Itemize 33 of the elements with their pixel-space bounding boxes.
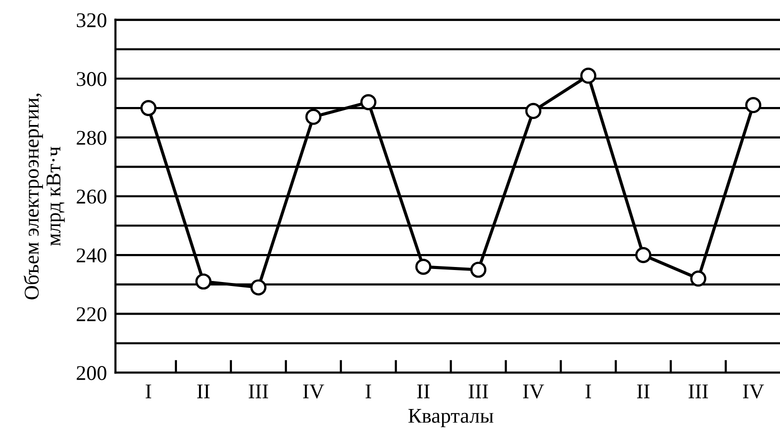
x-tick-label: I (586, 384, 592, 398)
x-tick-label: IV (523, 384, 544, 399)
y-tick-label: 280 (76, 130, 106, 145)
y-axis-title: Объем электроэнергии, млрд кВт·ч (24, 94, 65, 300)
x-tick-label: III (468, 384, 488, 398)
x-tick-label: II (417, 384, 430, 398)
x-axis-title: Кварталы (408, 409, 494, 428)
point (140, 100, 156, 116)
point (525, 102, 542, 120)
point (690, 270, 706, 287)
x-tick-label: III (688, 384, 708, 398)
x-tick-label: I (146, 384, 152, 398)
point (360, 94, 376, 110)
point (195, 273, 212, 290)
y-tick-label: 300 (76, 72, 106, 86)
x-tick-label: II (197, 384, 210, 398)
point (250, 279, 266, 296)
x-tick-label: II (637, 384, 650, 398)
point (745, 97, 762, 114)
x-tick-label: IV (303, 384, 324, 399)
y-tick-label: 200 (76, 366, 106, 380)
y-tick-label: 240 (76, 248, 106, 262)
point (580, 68, 596, 84)
y-tick-label: 220 (76, 307, 106, 322)
x-tick-label: I (366, 384, 372, 398)
y-tick-label: 320 (76, 13, 106, 28)
point (470, 262, 486, 278)
point (305, 108, 322, 125)
y-tick-label: 260 (76, 190, 106, 204)
point (635, 246, 652, 264)
x-tick-label: IV (743, 384, 764, 399)
point (415, 258, 432, 275)
x-tick-label: III (248, 384, 268, 398)
